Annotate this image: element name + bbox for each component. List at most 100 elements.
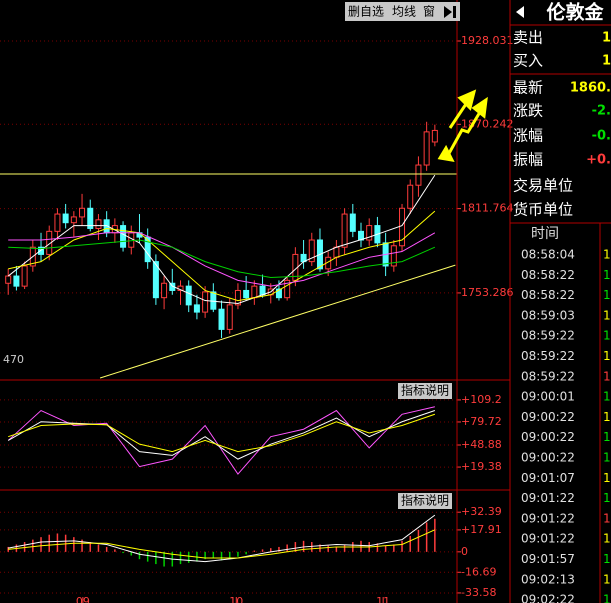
macd-bar	[286, 544, 288, 552]
candle-body	[46, 230, 53, 255]
tick-price: 18	[603, 288, 611, 302]
macd-bar	[73, 537, 75, 552]
macd-bar	[425, 522, 428, 552]
indicator-line	[8, 232, 436, 287]
macd-bar	[417, 529, 420, 552]
quote-label: 买入	[513, 52, 543, 70]
candle-body	[120, 225, 127, 248]
candle-body	[275, 288, 282, 299]
candle-body	[366, 225, 373, 241]
toolbar-arrow[interactable]	[444, 6, 456, 18]
tick-price: 18	[603, 248, 611, 262]
macd-bar	[311, 542, 313, 552]
quote-value: -0.	[592, 129, 611, 144]
tick-price: 18	[603, 491, 611, 505]
candle-body	[152, 261, 159, 299]
y-tick-label: +109.2	[461, 393, 502, 406]
candle-body	[341, 213, 348, 248]
candle-body	[234, 289, 241, 306]
indicator-header-label: 指标说明	[401, 383, 449, 398]
quote-label: 振幅	[513, 151, 543, 169]
candle-body	[70, 216, 77, 224]
toolbar-button[interactable]: 删自选	[348, 5, 384, 19]
candle-body	[349, 213, 356, 232]
tick-price: 18	[603, 390, 611, 404]
y-tick-label: +79.72	[461, 415, 502, 428]
y-tick-label: -33.58	[461, 586, 496, 599]
macd-bar	[81, 539, 83, 552]
candle-body	[390, 245, 397, 267]
macd-bar	[393, 544, 395, 552]
candle-body	[87, 207, 94, 229]
candle-body	[13, 275, 20, 287]
macd-bar	[220, 551, 223, 561]
macd-bar	[97, 544, 100, 552]
candle-body	[431, 129, 438, 143]
unit-label: 交易单位	[513, 177, 573, 195]
candle-body	[407, 184, 414, 209]
macd-bar	[130, 551, 133, 556]
macd-bar	[278, 546, 280, 552]
tick-price: 18	[603, 349, 611, 363]
macd-bar	[237, 551, 239, 557]
macd-bar	[187, 551, 190, 563]
y-tick-label: +32.39	[461, 505, 502, 518]
quote-value: +0.	[586, 153, 611, 168]
candle-body	[399, 207, 406, 247]
macd-bar	[179, 551, 182, 565]
macd-bar	[122, 551, 124, 554]
tick-time: 09:01:07	[521, 471, 575, 485]
back-arrow[interactable]	[516, 6, 524, 18]
macd-bar	[360, 540, 362, 552]
macd-bar	[343, 544, 346, 552]
tick-time: 09:01:57	[521, 552, 575, 566]
candle-body	[161, 282, 168, 299]
macd-bar	[48, 534, 50, 552]
quote-value: 1	[602, 31, 611, 46]
candle-body	[251, 285, 258, 299]
tick-price: 18	[603, 369, 611, 383]
tick-time: 08:58:04	[521, 248, 575, 262]
indicator-line	[8, 239, 436, 278]
y-tick-label: +19.38	[461, 460, 502, 473]
quote-label: 涨跌	[513, 102, 543, 120]
toolbar	[345, 2, 460, 21]
toolbar-button[interactable]: 均线	[392, 5, 416, 19]
indicator-line	[8, 413, 436, 453]
indicator-line	[7, 174, 436, 304]
quote-title: 伦敦金	[546, 1, 604, 24]
indicator-header	[398, 383, 452, 399]
candle-body	[415, 164, 422, 186]
macd-bar	[335, 546, 338, 552]
macd-bar	[228, 551, 231, 560]
quote-label: 最新	[513, 79, 543, 97]
candle-body	[308, 239, 315, 263]
macd-bar	[105, 546, 108, 552]
trend-line	[99, 264, 456, 379]
macd-bar	[114, 549, 116, 552]
macd-bar	[56, 533, 59, 552]
indicator-header	[398, 493, 452, 509]
macd-bar	[409, 535, 411, 552]
quote-value: -2.	[592, 104, 611, 119]
macd-bar	[64, 534, 67, 552]
tick-time: 08:59:22	[521, 369, 575, 383]
macd-bar	[245, 551, 247, 555]
toolbar-button[interactable]: 窗	[423, 5, 435, 19]
y-tick-label: 0	[461, 545, 468, 558]
macd-bar	[376, 543, 379, 552]
tick-time: 09:00:22	[521, 430, 575, 444]
tick-time: 08:58:22	[521, 288, 575, 302]
macd-bar	[270, 548, 272, 552]
tick-price: 18	[603, 308, 611, 322]
quote-label: 涨幅	[513, 127, 543, 145]
macd-bar	[138, 551, 141, 560]
annotation-arrows	[437, 89, 488, 162]
price-note: 470	[3, 353, 24, 366]
tick-time: 09:02:22	[521, 593, 575, 603]
candle-body	[62, 213, 69, 224]
macd-bar	[434, 518, 436, 552]
tick-price: 18	[603, 430, 611, 444]
